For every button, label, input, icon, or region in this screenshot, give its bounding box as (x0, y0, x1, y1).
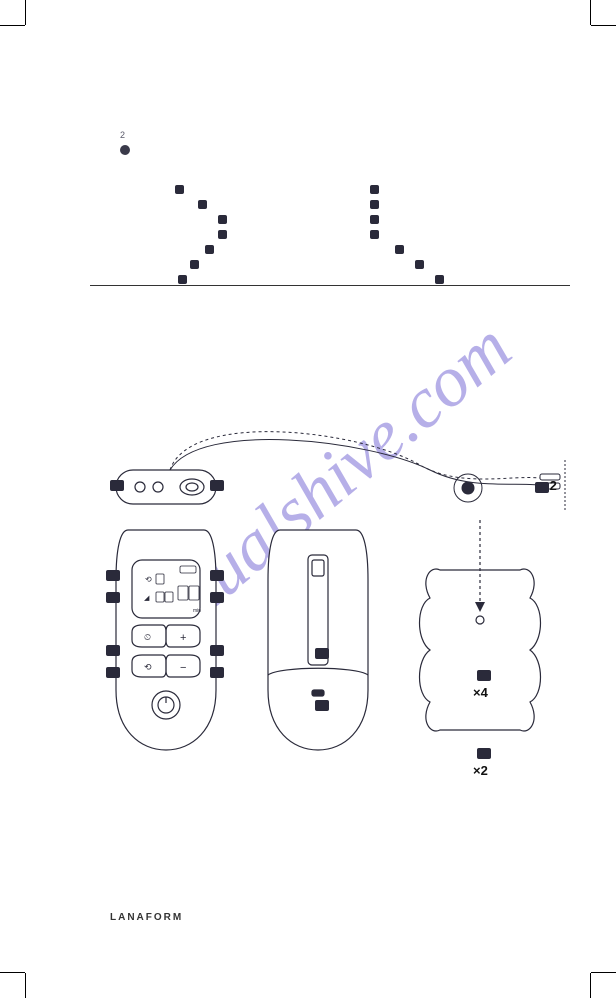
svg-text:◢: ◢ (144, 595, 150, 602)
marker-intensity (106, 592, 120, 603)
legend-marker (370, 215, 379, 224)
legend-marker (218, 215, 227, 224)
marker-battery (210, 570, 224, 581)
legend-marker (218, 230, 227, 239)
legend-marker (205, 245, 214, 254)
qty-gel: ×2 (473, 763, 488, 778)
svg-text:+: + (180, 632, 186, 644)
product-diagram: ⟲ ◢ min ⏲ + ⟲ (80, 370, 580, 850)
header-dot-icon (120, 145, 130, 155)
svg-text:⏲: ⏲ (144, 632, 151, 642)
marker-connector (110, 480, 124, 491)
crop-mark (0, 972, 25, 973)
brand-label: LANAFORM (110, 912, 183, 923)
legend-marker (175, 185, 184, 194)
legend-marker (370, 200, 379, 209)
crop-mark (25, 0, 26, 25)
crop-mark (0, 25, 25, 26)
legend-marker (395, 245, 404, 254)
legend-marker (190, 260, 199, 269)
marker-connector (210, 480, 224, 491)
legend-marker (435, 275, 444, 284)
marker-timer (106, 645, 120, 656)
marker-minus (210, 667, 224, 678)
page-number: 2 (120, 130, 125, 140)
crop-mark (590, 0, 591, 25)
legend-marker (178, 275, 187, 284)
marker-mode (106, 570, 120, 581)
legend-marker (415, 260, 424, 269)
legend-marker (198, 200, 207, 209)
marker-program (106, 667, 120, 678)
marker-plus (210, 645, 224, 656)
crop-mark (25, 973, 26, 998)
marker-back-slot (315, 700, 329, 711)
crop-mark (590, 973, 591, 998)
marker-display (210, 592, 224, 603)
qty-pads: ×4 (473, 685, 488, 700)
crop-mark (591, 25, 616, 26)
legend-marker (370, 185, 379, 194)
marker-pad (477, 670, 491, 681)
svg-text:⟲: ⟲ (145, 575, 152, 584)
crop-mark (591, 972, 616, 973)
marker-gel (477, 748, 491, 759)
marker-cable (535, 482, 549, 493)
svg-text:min: min (193, 608, 201, 614)
svg-text:−: − (180, 662, 186, 674)
svg-text:⟲: ⟲ (144, 662, 152, 672)
diagram-svg: ⟲ ◢ min ⏲ + ⟲ (80, 370, 580, 850)
legend-marker (370, 230, 379, 239)
marker-battery-cover (315, 648, 329, 659)
divider-line (90, 285, 570, 286)
